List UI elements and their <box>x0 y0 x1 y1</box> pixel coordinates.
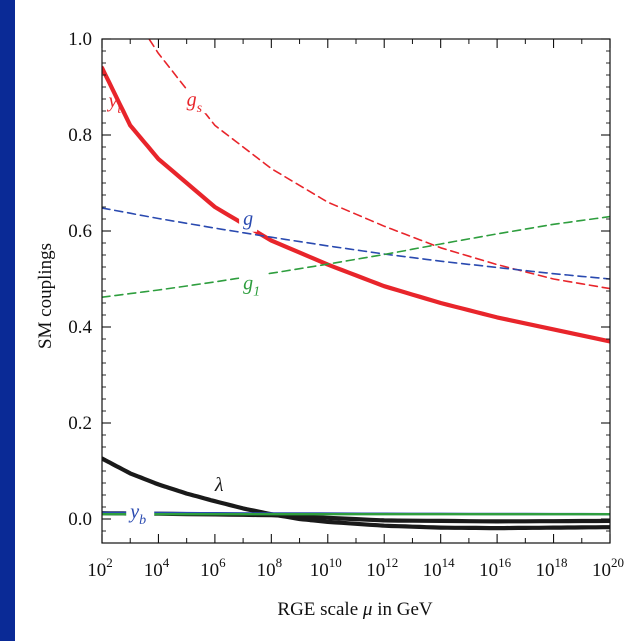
x-tick-label: 1016 <box>479 555 512 581</box>
x-axis-title: RGE scale μ in GeV <box>277 599 432 620</box>
x-tick-label: 1010 <box>310 555 342 581</box>
y-tick-label: 0.4 <box>68 317 92 338</box>
plot-frame <box>101 38 611 544</box>
series-label-1: yt <box>107 90 123 117</box>
chart-panel: 102 104 106 108 1010 1012 1014 1016 1018 1020 0.0 0… <box>15 0 644 641</box>
x-tick-label: 1014 <box>423 555 456 581</box>
y-tick-label: 0.0 <box>68 509 92 530</box>
x-tick-label: 106 <box>200 555 226 581</box>
y-tick-label: 0.2 <box>68 413 92 434</box>
series-label-2: g <box>239 207 258 232</box>
series-label-0: gs <box>182 89 211 116</box>
series-line-1 <box>102 65 610 344</box>
svg-text:yt: yt <box>107 90 123 117</box>
series-label-6: yb <box>126 501 155 528</box>
rge-couplings-chart: 102 104 106 108 1010 1012 1014 1016 1018 1020 0.0 0… <box>35 29 624 620</box>
x-tick-label: 108 <box>257 555 282 581</box>
x-tick-label: 1018 <box>536 555 568 581</box>
svg-text:g1: g1 <box>243 273 260 300</box>
svg-text:λ: λ <box>214 474 224 496</box>
y-tick-label: 1.0 <box>68 29 92 50</box>
y-axis-title: SM couplings <box>35 243 56 349</box>
y-tick-label: 0.8 <box>68 125 92 146</box>
y-tick-label: 0.6 <box>68 221 92 242</box>
svg-text:yb: yb <box>128 501 146 528</box>
series-label-3: g1 <box>239 272 268 300</box>
x-tick-label: 102 <box>87 555 113 581</box>
series-label-4: λ <box>210 474 229 499</box>
x-tick-label: 104 <box>144 555 170 581</box>
series-line-2 <box>102 207 610 280</box>
x-tick-label: 1012 <box>366 555 398 581</box>
svg-text:gs: gs <box>187 89 203 116</box>
x-axis-mu-symbol: μ <box>362 599 373 620</box>
svg-text:g: g <box>243 208 253 230</box>
x-tick-label: 1020 <box>592 555 624 581</box>
series-line-3 <box>102 215 610 299</box>
